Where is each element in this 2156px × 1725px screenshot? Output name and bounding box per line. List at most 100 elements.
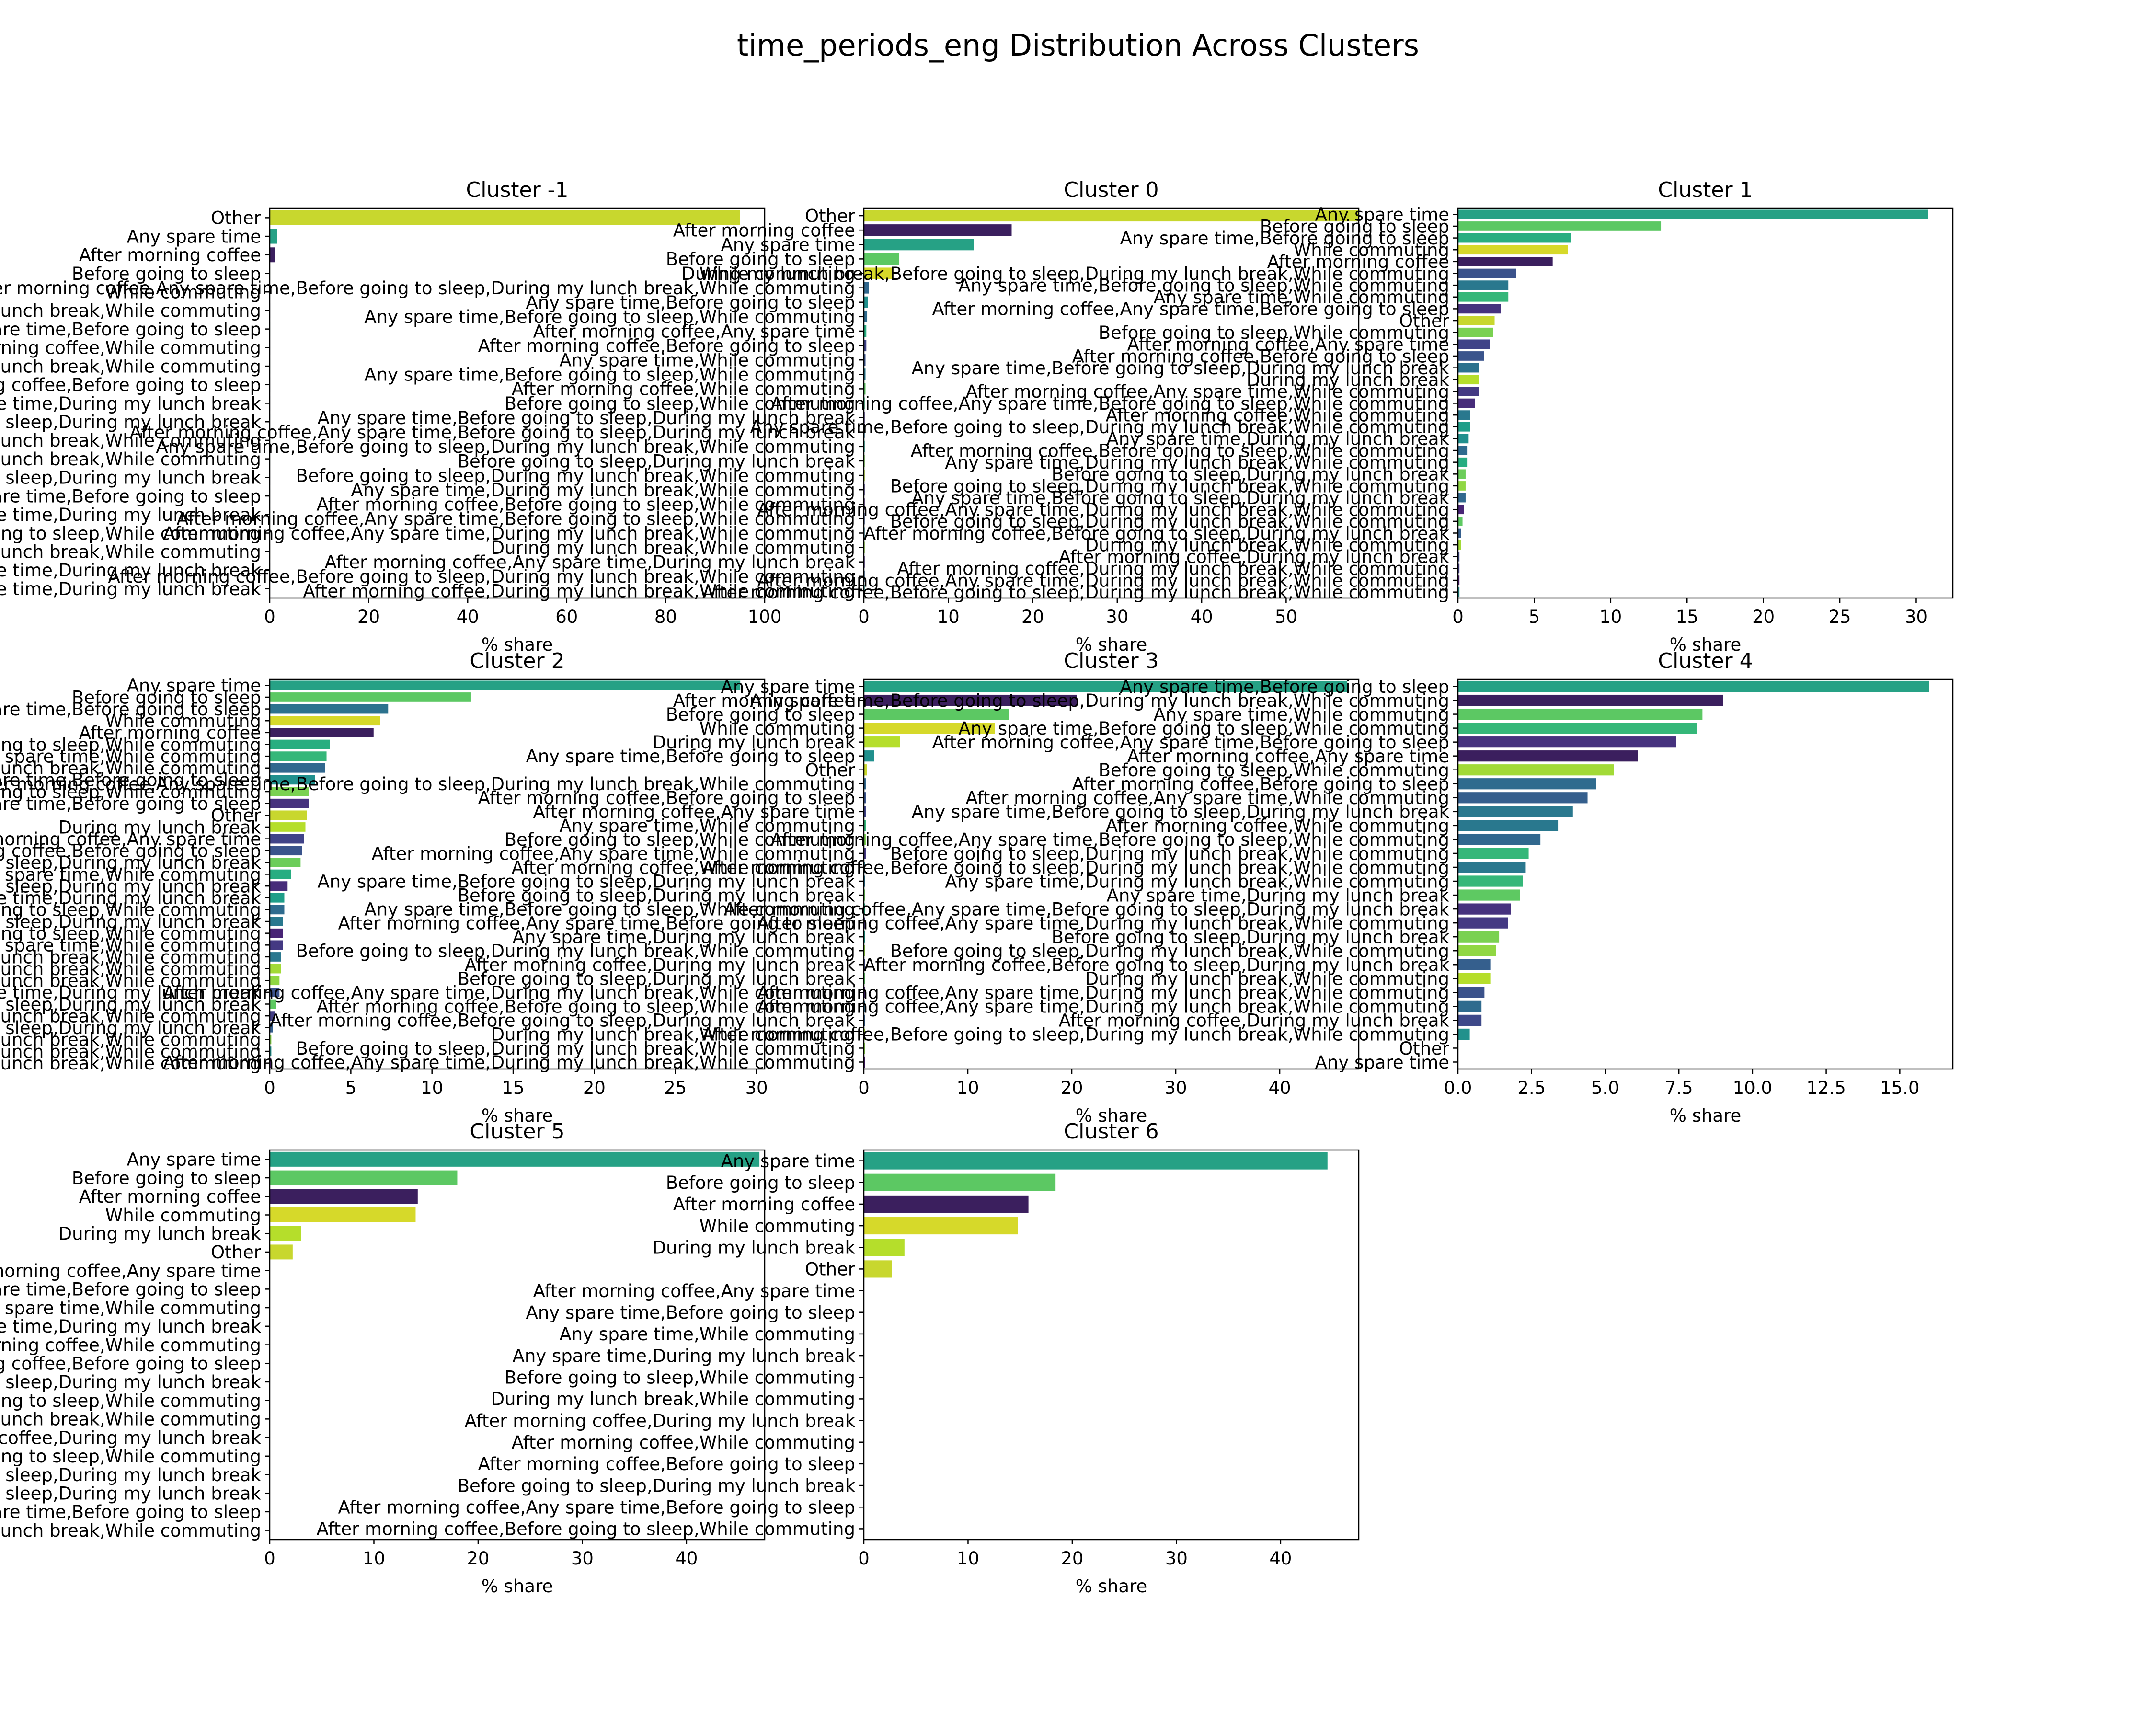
bar: [864, 1195, 1029, 1213]
y-tick-label: After morning coffee,During my lunch bre…: [897, 559, 1449, 579]
y-tick-label: Other: [805, 206, 856, 226]
bar: [270, 1151, 760, 1167]
bar: [864, 778, 866, 790]
x-tick-label: 20: [1060, 1078, 1083, 1098]
x-tick-label: 0: [858, 1078, 870, 1098]
bar: [270, 952, 281, 962]
x-tick-label: 0: [858, 607, 870, 627]
bar: [864, 1173, 1056, 1191]
bar: [270, 1226, 301, 1241]
y-tick-label: After morning coffee,Any spare time,Befo…: [0, 278, 855, 299]
y-tick-label: Other: [211, 805, 262, 826]
bar: [1458, 820, 1559, 831]
bar: [270, 869, 291, 879]
y-tick-label: After morning coffee,Any spare time,Duri…: [757, 570, 1449, 591]
subplot-title: Cluster 6: [1064, 1119, 1158, 1144]
y-tick-label: Before going to sleep,While commuting: [0, 782, 261, 802]
x-tick-label: 30: [571, 1548, 594, 1569]
x-tick-label: 10: [957, 1548, 979, 1569]
y-tick-label: After morning coffee,Any spare time: [0, 829, 261, 850]
y-tick-label: Any spare time,During my lunch break: [513, 1346, 856, 1366]
bar: [1458, 889, 1520, 901]
y-tick-label: Any spare time,Before going to sleep,Whi…: [0, 735, 261, 755]
y-tick-label: Any spare time,Before going to sleep,Dur…: [911, 358, 1449, 379]
bar: [1458, 245, 1568, 255]
x-tick-label: 2.5: [1517, 1078, 1546, 1098]
x-tick-label: 25: [1829, 607, 1851, 627]
bar: [864, 806, 866, 817]
y-tick-label: Other: [805, 760, 856, 781]
y-tick-label: Before going to sleep,During my lunch br…: [296, 941, 855, 962]
y-tick-label: Before going to sleep,During my lunch br…: [1052, 464, 1450, 485]
axes-frame: [863, 678, 1360, 1070]
bar: [1458, 552, 1460, 562]
y-tick-label: After morning coffee,While commuting: [512, 379, 855, 400]
bar: [270, 692, 471, 702]
bar: [1458, 764, 1614, 776]
bar: [270, 1189, 418, 1204]
bar: [1458, 481, 1466, 491]
bar: [270, 728, 374, 737]
bar: [864, 310, 868, 322]
bar: [1458, 457, 1468, 467]
y-tick-label: Any spare time,Before going to sleep: [526, 1302, 855, 1323]
y-tick-label: Any spare time,Before going to sleep,Dur…: [317, 408, 855, 428]
x-tick-label: 15: [502, 1078, 524, 1098]
y-tick-label: Any spare time,Before going to sleep,Dur…: [750, 690, 1449, 711]
y-tick-label: Any spare time,While commuting: [0, 746, 261, 767]
y-tick-label: Any spare time: [1315, 1052, 1449, 1073]
y-tick-label: During my lunch break,While commuting: [1085, 535, 1449, 555]
x-tick-label: 5: [345, 1078, 357, 1098]
bar: [270, 787, 309, 796]
y-tick-label: Before going to sleep: [1260, 216, 1449, 237]
x-tick-label: 60: [555, 607, 578, 627]
y-tick-label: After morning coffee: [673, 690, 855, 711]
y-tick-label: After morning coffee,Before going to sle…: [702, 857, 1449, 878]
y-tick-label: During my lunch break,While commuting: [491, 538, 855, 558]
y-tick-label: While commuting: [105, 1205, 261, 1226]
y-tick-label: Any spare time,Before going to sleep,Whi…: [364, 899, 855, 920]
x-tick-label: 40: [457, 607, 479, 627]
y-tick-label: After morning coffee,During my lunch bre…: [303, 581, 855, 601]
bar: [864, 848, 866, 859]
y-tick-label: During my lunch break,While commuting: [0, 959, 261, 979]
y-tick-label: After morning coffee,Any spare time,Whil…: [0, 935, 261, 956]
bar: [270, 704, 389, 714]
x-tick-label: 20: [1752, 607, 1775, 627]
y-tick-label: After morning coffee,During my lunch bre…: [0, 1006, 261, 1026]
y-tick-label: After morning coffee,Any spare time,Befo…: [0, 300, 261, 321]
y-tick-label: After morning coffee,Before going to sle…: [864, 955, 1450, 976]
bar: [270, 976, 280, 986]
subplot-title: Cluster 3: [1064, 649, 1158, 673]
subplot-title: Cluster 5: [470, 1119, 564, 1144]
y-tick-label: Any spare time,Before going to sleep,Dur…: [0, 911, 262, 932]
y-tick-label: Any spare time,While commuting: [560, 1324, 856, 1345]
y-tick-label: After morning coffee,Any spare time,Befo…: [0, 774, 855, 794]
x-tick-label: 12.5: [1806, 1078, 1846, 1098]
y-tick-label: After morning coffee,Before going to sle…: [0, 841, 261, 862]
x-tick-label: 0: [858, 1548, 870, 1569]
bar: [270, 1244, 293, 1260]
bar: [1458, 528, 1461, 538]
y-tick-label: Any spare time,Before going to sleep: [526, 746, 855, 767]
bar: [864, 267, 894, 279]
x-tick-label: 50: [1275, 607, 1297, 627]
x-tick-label: 20: [583, 1078, 606, 1098]
bar: [864, 383, 866, 395]
y-tick-label: Any spare time,While commuting: [560, 350, 856, 370]
bar: [270, 680, 741, 690]
y-tick-label: After morning coffee,Any spare time,Duri…: [0, 982, 262, 1003]
y-tick-label: Any spare time,Before going to sleep,Whi…: [364, 365, 855, 385]
bar: [270, 822, 306, 832]
bar: [1458, 931, 1500, 943]
y-tick-label: Any spare time,Before going to sleep: [0, 319, 261, 340]
bar: [270, 751, 327, 761]
y-tick-label: After morning coffee,Any spare time,Befo…: [0, 876, 262, 897]
y-tick-label: Any spare time,While commuting: [560, 816, 856, 836]
y-tick-label: Any spare time,During my lunch break: [0, 888, 262, 908]
bar: [1458, 257, 1553, 266]
y-tick-label: Any spare time,During my lunch break,Whi…: [0, 449, 261, 470]
y-tick-label: After morning coffee: [673, 220, 855, 241]
y-tick-label: After morning coffee,While commuting: [1106, 816, 1449, 836]
